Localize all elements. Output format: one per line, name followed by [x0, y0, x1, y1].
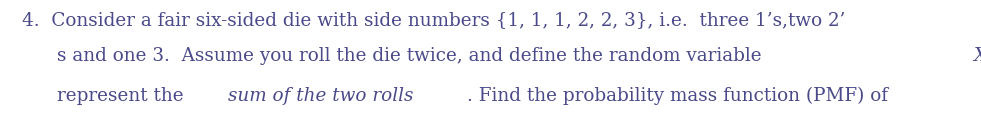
- Text: X: X: [974, 47, 981, 65]
- Text: s and one 3.  Assume you roll the die twice, and define the random variable: s and one 3. Assume you roll the die twi…: [57, 47, 767, 65]
- Text: 4.  Consider a fair six-sided die with side numbers {1, 1, 1, 2, 2, 3}, i.e.  th: 4. Consider a fair six-sided die with si…: [22, 11, 845, 29]
- Text: . Find the probability mass function (PMF) of: . Find the probability mass function (PM…: [467, 86, 894, 104]
- Text: sum of the two rolls: sum of the two rolls: [228, 86, 413, 104]
- Text: represent the: represent the: [57, 86, 189, 104]
